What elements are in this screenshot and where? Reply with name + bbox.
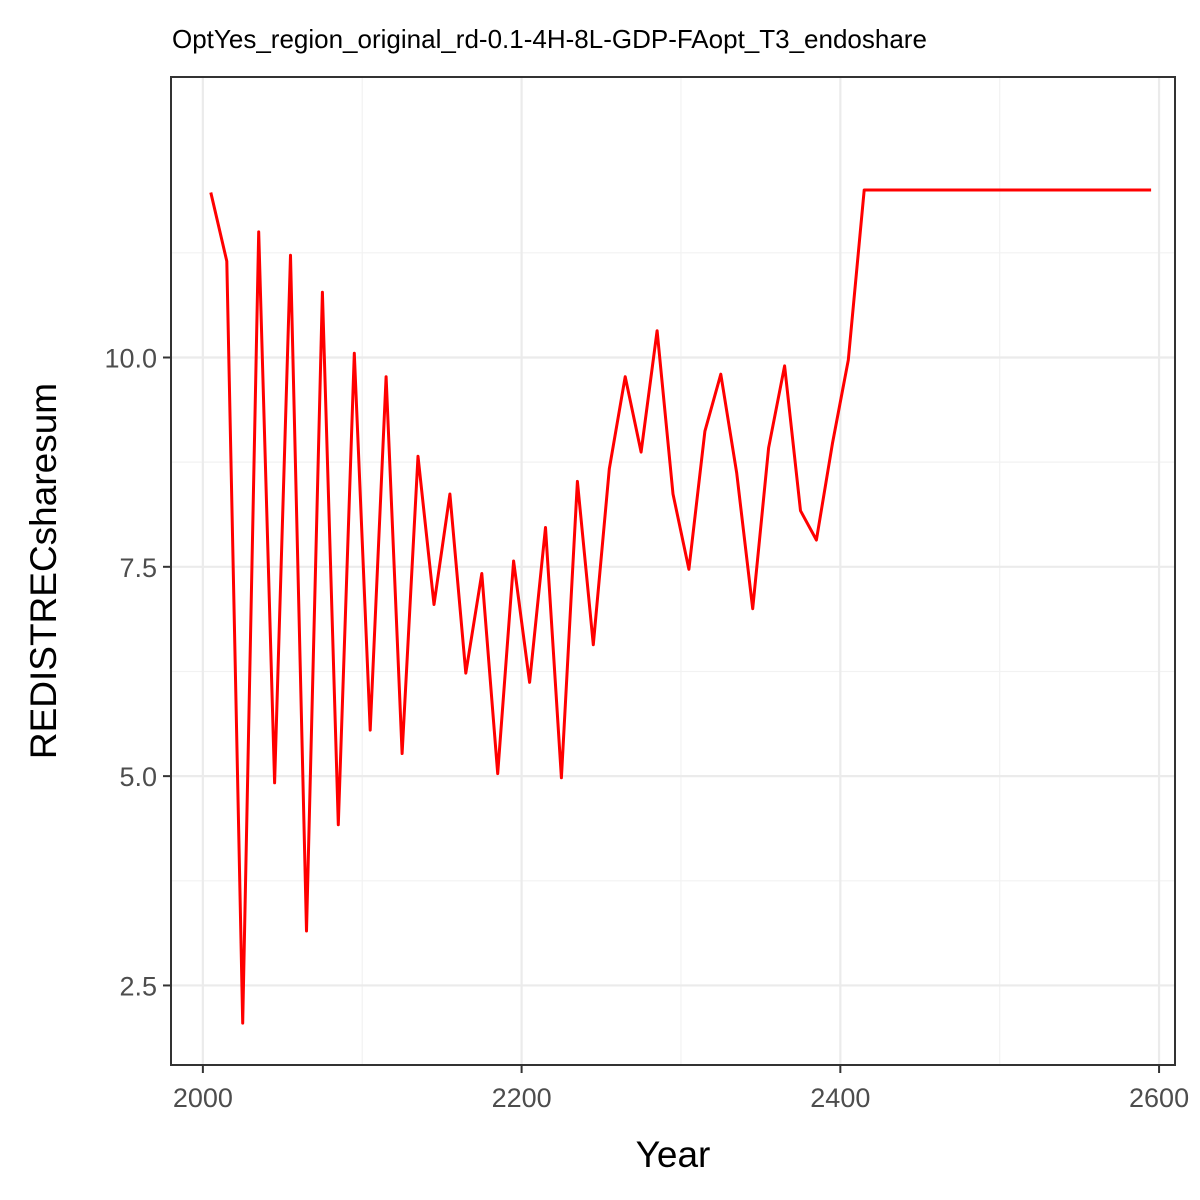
y-tick-label: 7.5 [119, 553, 157, 583]
major-gridlines [171, 77, 1175, 1065]
chart-title: OptYes_region_original_rd-0.1-4H-8L-GDP-… [172, 24, 927, 54]
series-line [209, 188, 1152, 1025]
y-axis-title: REDISTRECsharesum [23, 383, 64, 759]
y-tick-label: 2.5 [119, 971, 157, 1001]
y-axis: 2.5 5.0 7.5 10.0 [104, 343, 171, 1001]
x-axis: 2000 2200 2400 2600 [173, 1065, 1189, 1113]
x-axis-title: Year [636, 1134, 711, 1175]
y-tick-label: 10.0 [104, 343, 157, 373]
panel-border [170, 76, 1176, 1066]
x-tick-label: 2600 [1129, 1083, 1189, 1113]
minor-gridlines [171, 77, 1175, 1065]
series-layer [209, 188, 1152, 1025]
x-tick-label: 2000 [173, 1083, 233, 1113]
x-tick-label: 2400 [810, 1083, 870, 1113]
y-tick-label: 5.0 [119, 762, 157, 792]
x-tick-label: 2200 [492, 1083, 552, 1113]
